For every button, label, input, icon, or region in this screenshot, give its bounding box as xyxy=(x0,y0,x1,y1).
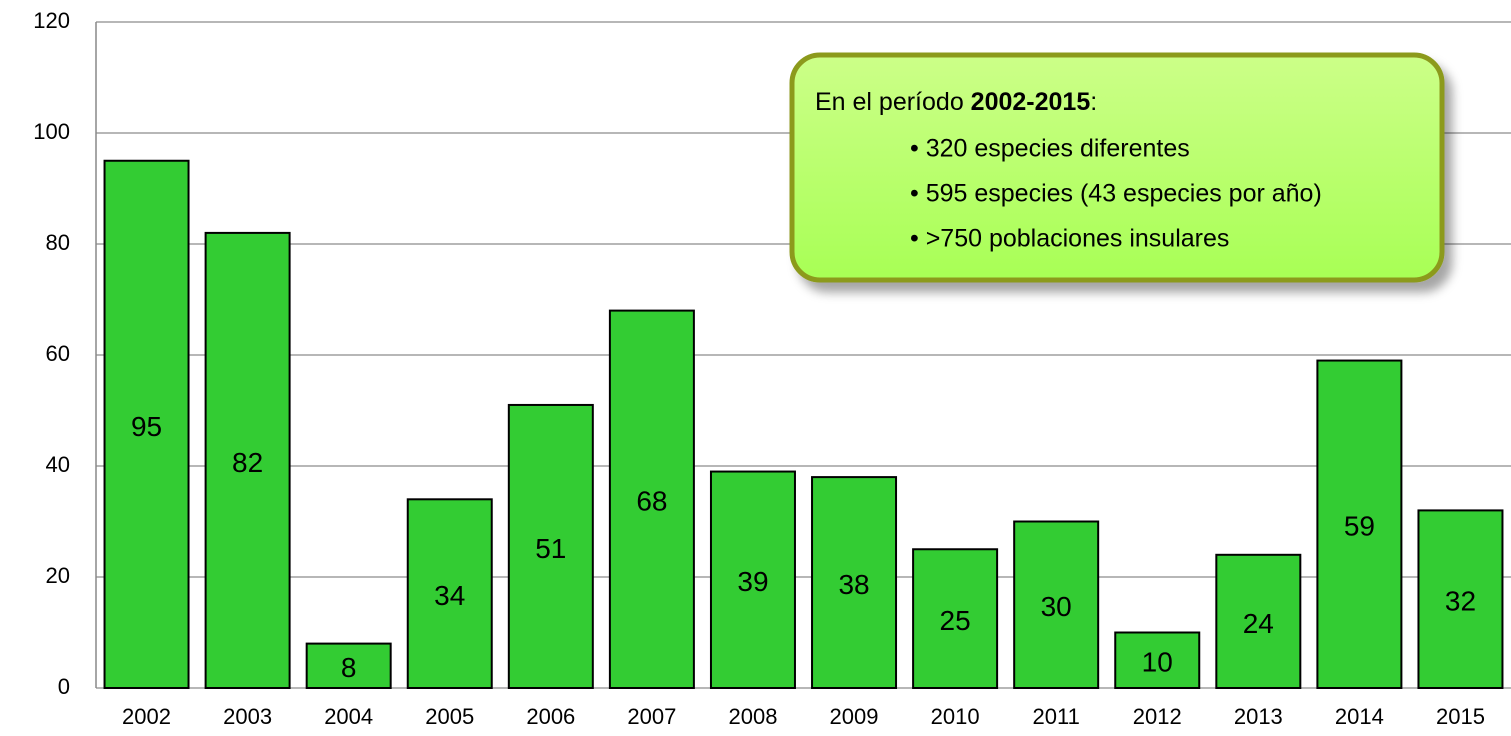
annotation-bold: 2002-2015 xyxy=(971,88,1091,116)
bar xyxy=(406,498,493,689)
annotation-after: : xyxy=(1090,88,1097,116)
value-label: 25 xyxy=(940,605,971,636)
bar xyxy=(1215,553,1302,689)
bar xyxy=(1114,631,1201,689)
value-label: 38 xyxy=(838,569,869,600)
value-label: 68 xyxy=(636,486,667,517)
y-tick-label: 100 xyxy=(33,119,70,144)
value-label: 10 xyxy=(1142,647,1173,678)
value-label: 24 xyxy=(1243,608,1274,639)
x-tick-label: 2014 xyxy=(1335,704,1384,729)
value-label: 32 xyxy=(1445,586,1476,617)
annotation-bullet: • >750 poblaciones insulares xyxy=(910,225,1229,253)
x-tick-label: 2005 xyxy=(425,704,474,729)
bar xyxy=(507,403,594,689)
x-tick-label: 2012 xyxy=(1133,704,1182,729)
x-tick-label: 2013 xyxy=(1234,704,1283,729)
bar xyxy=(103,159,190,689)
bar xyxy=(912,548,999,689)
x-tick-label: 2002 xyxy=(122,704,171,729)
value-label: 39 xyxy=(737,566,768,597)
annotation-bullet: • 595 especies (43 especies por año) xyxy=(910,180,1322,208)
bar xyxy=(608,309,695,689)
y-tick-label: 120 xyxy=(33,8,70,33)
annotation: En el período 2002-2015: • 320 especies … xyxy=(789,52,1445,283)
value-label: 95 xyxy=(131,411,162,442)
value-label: 34 xyxy=(434,580,465,611)
y-tick-label: 40 xyxy=(46,452,70,477)
value-label: 82 xyxy=(232,447,263,478)
x-tick-label: 2006 xyxy=(526,704,575,729)
y-tick-label: 20 xyxy=(46,563,70,588)
annotation-box xyxy=(789,52,1445,283)
bar xyxy=(305,642,392,689)
x-tick-label: 2015 xyxy=(1436,704,1485,729)
value-label: 51 xyxy=(535,533,566,564)
bars: 2002 95 2003 82 2004 8 2005 34 2006 51 2007 68 2008 3… xyxy=(103,159,1504,729)
bar xyxy=(1316,359,1403,689)
x-tick-label: 2010 xyxy=(931,704,980,729)
bar xyxy=(204,231,291,689)
annotation-title: En el período 2002-2015: xyxy=(815,88,1097,116)
x-tick-label: 2009 xyxy=(830,704,879,729)
x-tick-label: 2003 xyxy=(223,704,272,729)
bar xyxy=(811,476,898,689)
value-label: 8 xyxy=(341,652,357,683)
y-tick-label: 60 xyxy=(46,341,70,366)
x-tick-label: 2007 xyxy=(627,704,676,729)
annotation-intro: En el período xyxy=(815,88,971,116)
x-tick-label: 2004 xyxy=(324,704,373,729)
annotation-bullet: • 320 especies diferentes xyxy=(910,135,1190,163)
value-label: 30 xyxy=(1041,591,1072,622)
bar xyxy=(1417,509,1504,689)
bar xyxy=(709,470,796,689)
y-tick-label: 80 xyxy=(46,230,70,255)
value-label: 59 xyxy=(1344,511,1375,542)
y-tick-label: 0 xyxy=(58,674,70,699)
x-tick-label: 2011 xyxy=(1033,704,1080,729)
bar xyxy=(1013,520,1100,689)
x-tick-label: 2008 xyxy=(728,704,777,729)
